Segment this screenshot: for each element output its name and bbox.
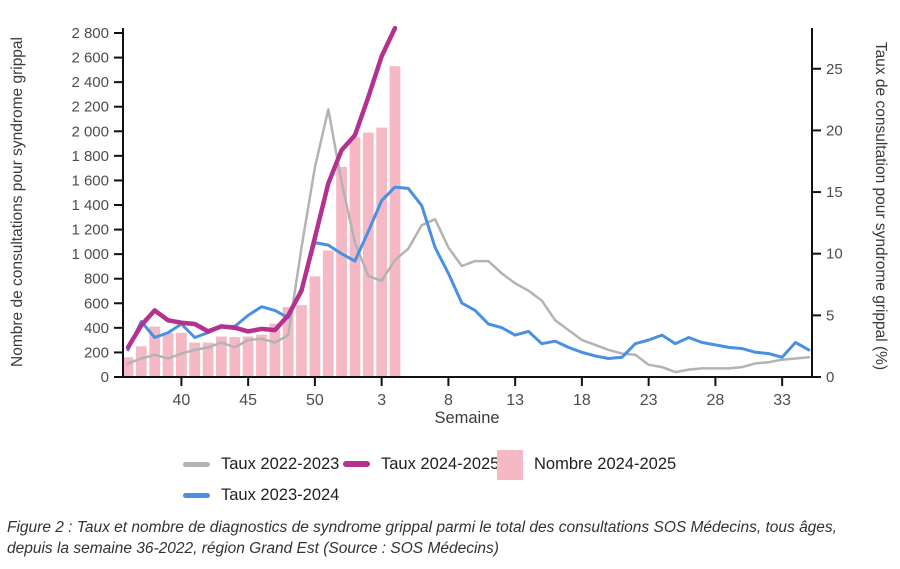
legend-swatch-magenta-line	[343, 461, 370, 467]
bar-week-38	[149, 326, 161, 377]
bar-week-36	[122, 357, 134, 377]
x-tick-label: 40	[173, 392, 191, 409]
left-tick-label: 1 800	[71, 148, 109, 165]
legend-item-taux-2023-2024: Taux 2023-2024	[183, 483, 339, 507]
bar-week-1	[349, 137, 361, 377]
axes-frame	[122, 28, 813, 378]
bar-week-43	[216, 336, 227, 377]
legend-label: Taux 2022-2023	[221, 454, 340, 473]
flu-consultations-chart: Nombre de consultations pour syndrome gr…	[9, 25, 889, 427]
figure-caption-line2: depuis la semaine 36-2022, région Grand …	[7, 540, 499, 558]
x-tick-label: 3	[377, 392, 386, 409]
x-tick-label: 45	[239, 392, 257, 409]
bar-week-4	[389, 66, 401, 377]
bar-week-41	[189, 342, 201, 377]
legend-item-taux-2024-2025: Taux 2024-2025	[343, 452, 499, 476]
x-axis-title: Semaine	[434, 409, 499, 427]
x-tick-label: 23	[640, 392, 658, 409]
left-tick-label: 1 000	[71, 246, 109, 263]
left-tick-label: 2 800	[71, 25, 109, 42]
left-tick-label: 200	[84, 344, 109, 361]
x-tick-label: 13	[506, 392, 524, 409]
legend-item-nombre-2024-2025: Nombre 2024-2025	[497, 449, 676, 480]
bar-week-48	[282, 307, 294, 377]
legend-label: Nombre 2024-2025	[534, 455, 677, 473]
bar-week-51	[322, 250, 334, 377]
x-tick-label: 50	[306, 392, 324, 409]
left-tick-label: 2 000	[71, 123, 109, 140]
bar-week-44	[229, 337, 241, 377]
left-tick-label: 2 200	[71, 99, 109, 116]
legend-label: Taux 2024-2025	[381, 454, 500, 473]
figure-caption: Figure 2 : Taux et nombre de diagnostics…	[7, 517, 895, 560]
legend-swatch-pink-rect	[497, 449, 523, 480]
x-tick-label: 33	[773, 392, 791, 409]
right-tick-label: 25	[826, 61, 843, 78]
legend-swatch-gray-line	[183, 461, 210, 467]
left-tick-label: 800	[84, 271, 109, 288]
left-tick-label: 600	[84, 295, 109, 312]
left-tick-label: 400	[84, 320, 109, 337]
bar-week-2	[362, 132, 374, 377]
bar-week-52	[336, 166, 347, 377]
right-tick-label: 5	[826, 307, 834, 324]
x-tick-label: 28	[707, 392, 725, 409]
figure-caption-line1: Figure 2 : Taux et nombre de diagnostics…	[7, 519, 837, 536]
left-tick-label: 1 600	[71, 172, 109, 189]
right-tick-label: 0	[826, 369, 834, 386]
legend-item-taux-2022-2023: Taux 2022-2023	[183, 452, 339, 476]
line-taux-2022-2023	[126, 108, 811, 374]
bar-week-47	[269, 323, 281, 377]
bar-week-49	[296, 305, 307, 377]
left-axis-title: Nombre de consultations pour syndrome gr…	[9, 37, 26, 367]
right-tick-label: 15	[826, 184, 843, 201]
x-tick-label: 8	[444, 392, 453, 409]
legend-label: Taux 2023-2024	[221, 485, 340, 504]
bar-week-45	[242, 336, 254, 377]
bar-week-42	[202, 342, 214, 377]
bar-week-3	[376, 127, 388, 377]
right-tick-label: 10	[826, 246, 843, 263]
line-taux-2023-2024	[126, 185, 811, 360]
bar-week-46	[256, 334, 267, 377]
bar-week-50	[309, 276, 321, 377]
left-tick-label: 1 200	[71, 222, 109, 239]
bar-week-39	[162, 332, 174, 377]
legend-swatch-blue-line	[183, 492, 210, 498]
left-tick-label: 2 400	[71, 74, 109, 91]
bar-week-37	[135, 346, 147, 377]
right-tick-label: 20	[826, 122, 843, 139]
left-tick-label: 1 400	[71, 197, 109, 214]
line-taux-2024-2025	[125, 25, 398, 350]
x-tick-label: 18	[573, 392, 591, 409]
left-tick-label: 2 600	[71, 50, 109, 67]
left-tick-label: 0	[101, 369, 109, 386]
right-axis-title: Taux de consultation pour syndrome gripp…	[872, 42, 889, 370]
